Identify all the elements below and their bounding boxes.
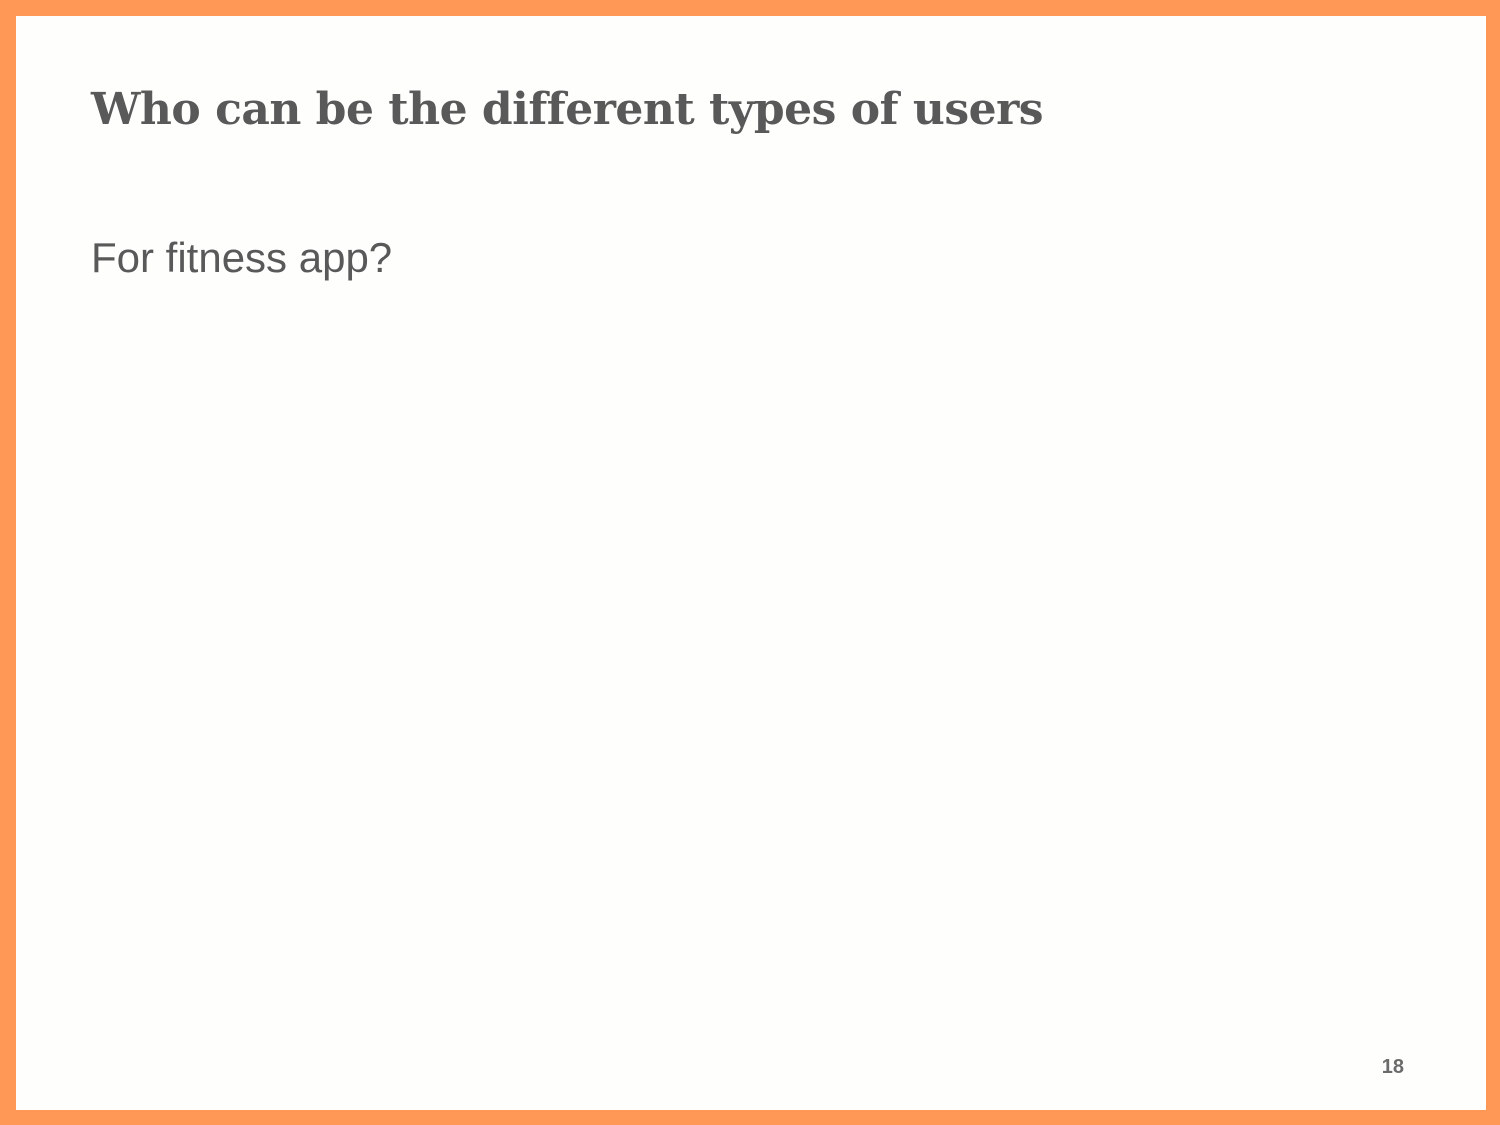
slide-title: Who can be the different types of users: [91, 84, 1044, 135]
page-number: 18: [1381, 1056, 1404, 1078]
slide: Who can be the different types of users …: [16, 16, 1486, 1110]
slide-body-text: For fitness app?: [91, 234, 393, 281]
